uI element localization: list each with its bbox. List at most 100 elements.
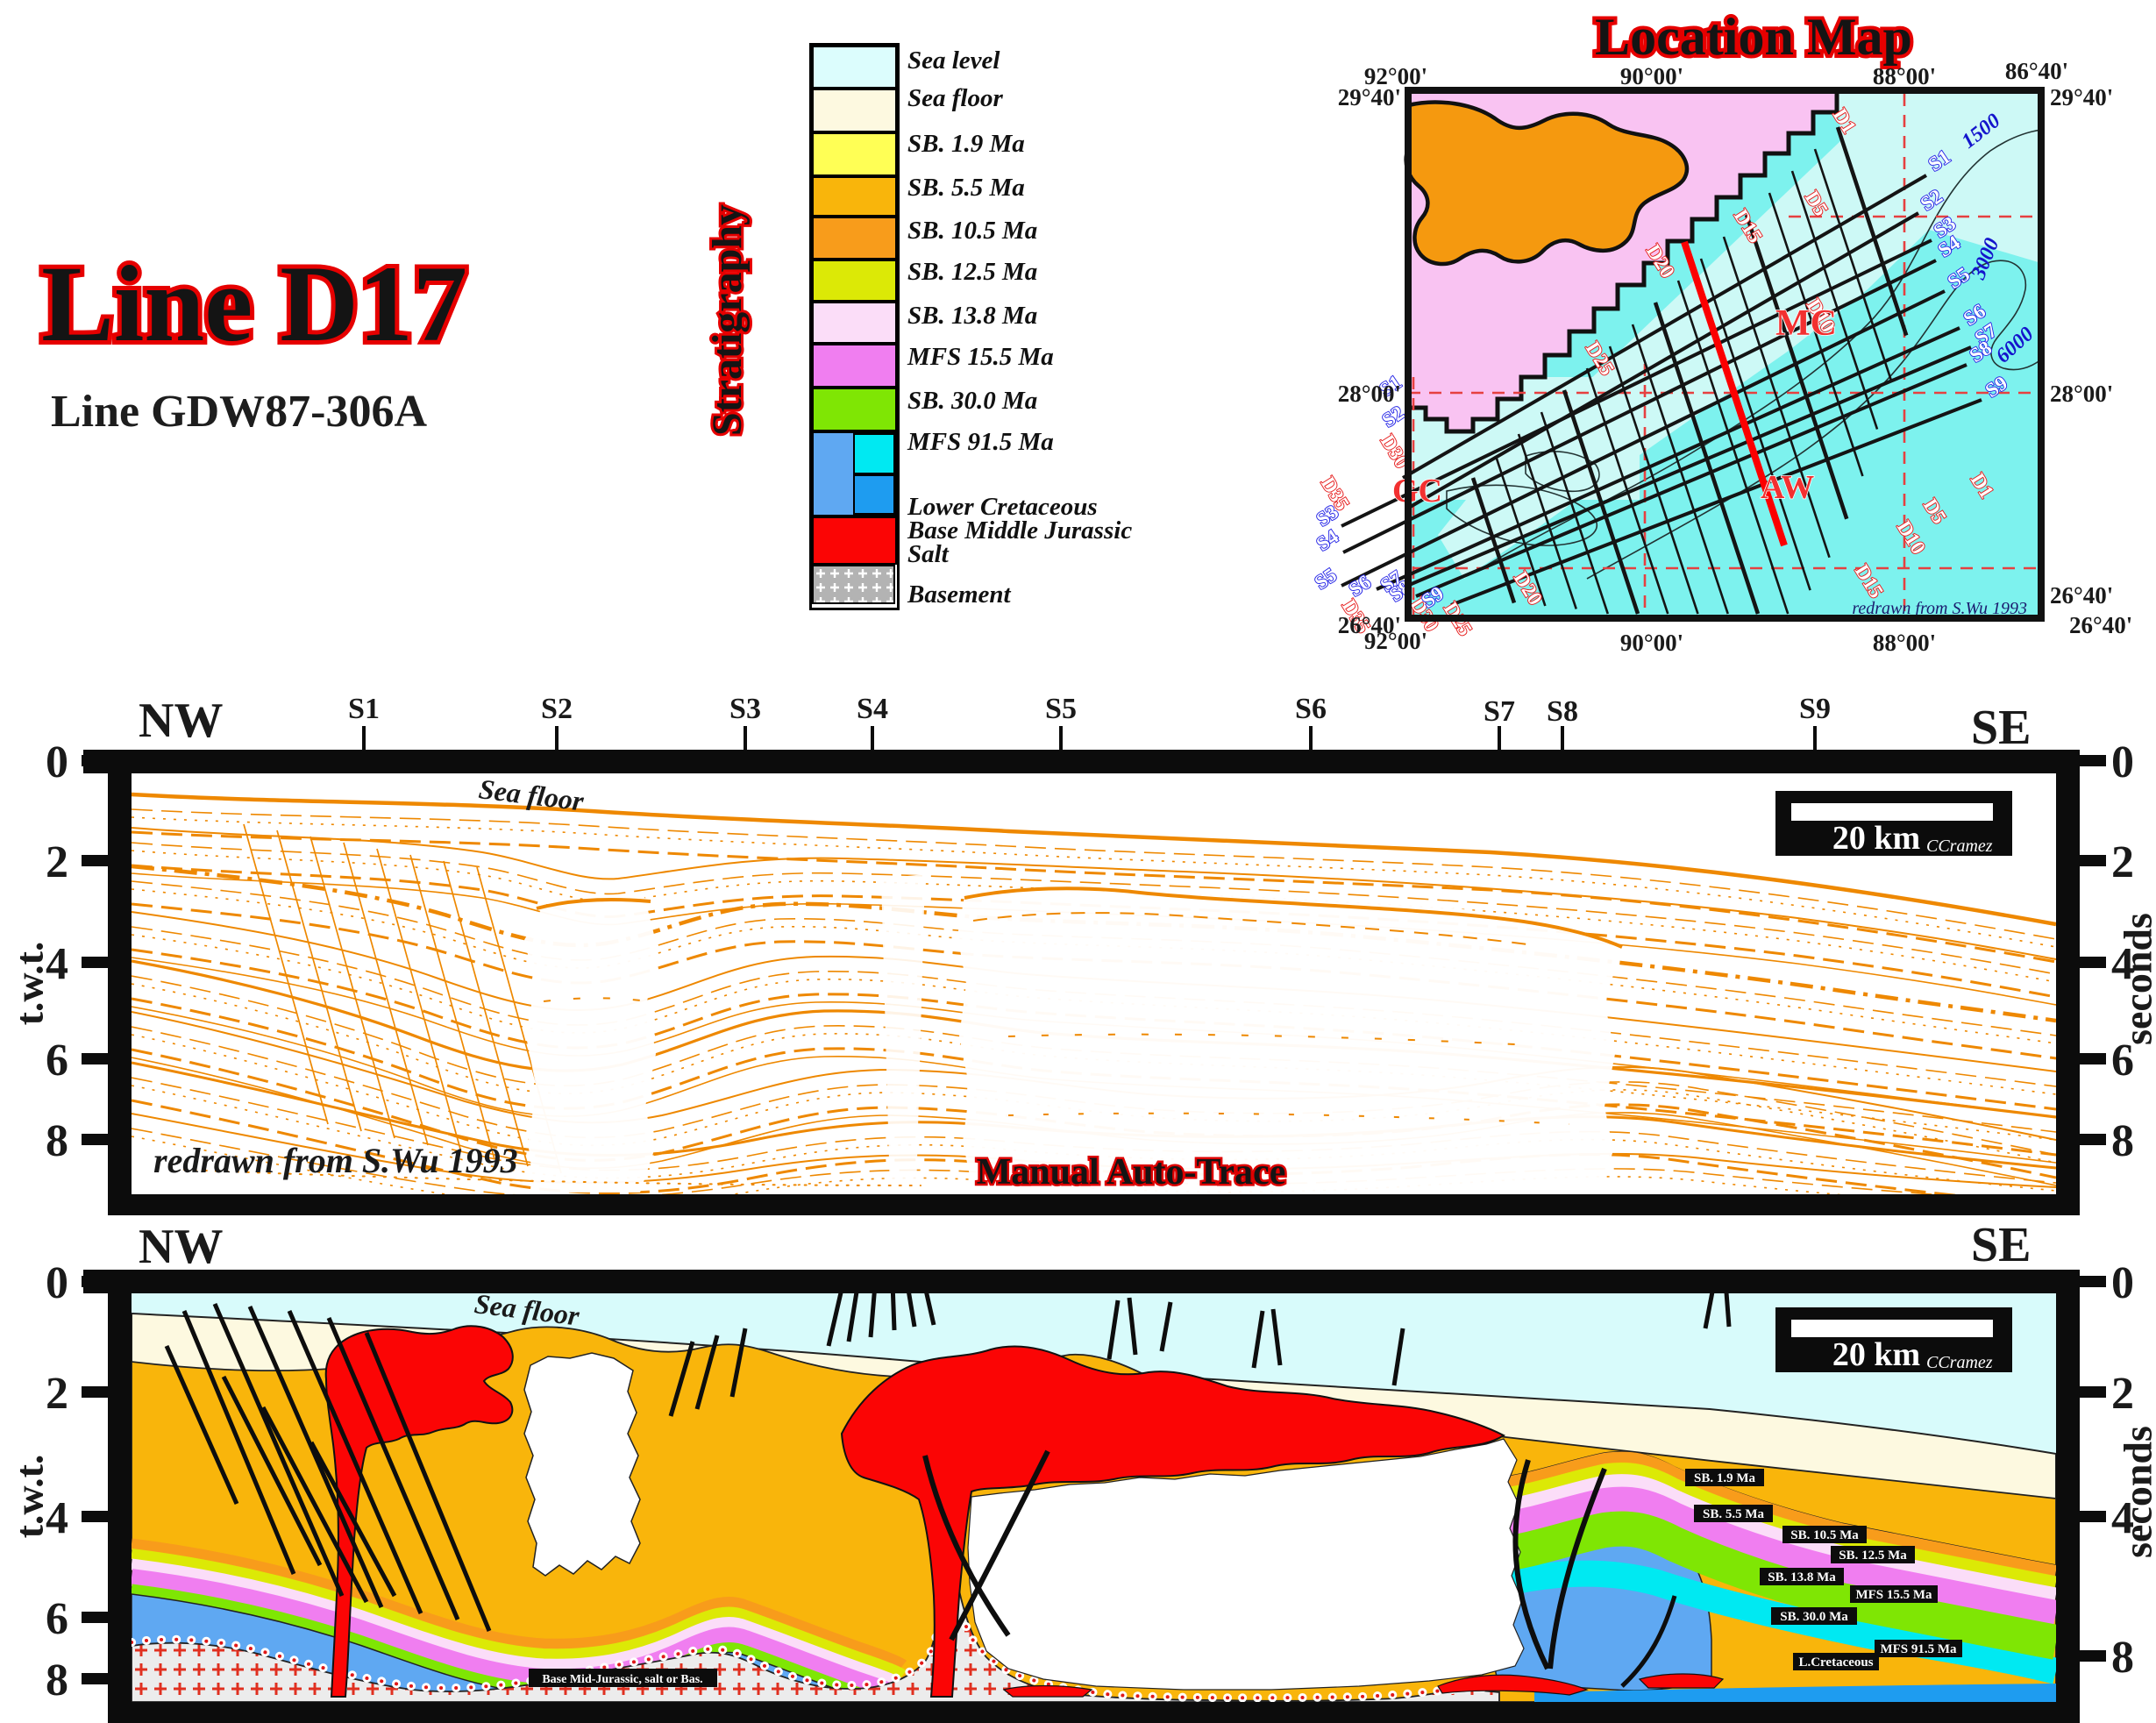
legend-swatch-mfs155 (812, 344, 897, 388)
section-horizon-labels: SB. 1.9 Ma SB. 5.5 Ma SB. 10.5 Ma SB. 12… (529, 1469, 1962, 1687)
legend-swatch-sb55 (812, 176, 897, 217)
section-se-label: SE (1971, 1218, 2031, 1272)
svg-text:29°40': 29°40' (2050, 84, 2113, 110)
svg-text:26°40': 26°40' (2069, 612, 2132, 638)
twt-tick: 8 (46, 1116, 68, 1166)
svg-text:GC: GC (1392, 473, 1442, 509)
section-faults (164, 1293, 1732, 1688)
svg-text:88°00': 88°00' (1873, 630, 1936, 656)
twt-tick: 2 (46, 837, 68, 887)
legend-label: MFS 15.5 Ma (907, 343, 1054, 371)
scale-credit: CCramez (1926, 837, 1993, 856)
svg-text:92°00': 92°00' (1364, 628, 1427, 654)
section-left-axis (108, 1270, 132, 1723)
section-basement-label: Base Mid-Jurassic, salt or Bas. (542, 1673, 702, 1686)
legend-swatch-sea-floor (812, 89, 897, 132)
main-title: Line D17 (37, 239, 472, 368)
legend-swatch-sb125 (812, 260, 897, 302)
station-label: S5 (1045, 693, 1077, 725)
seconds-tick: 4 (2111, 1493, 2134, 1543)
svg-text:SB. 30.0 Ma: SB. 30.0 Ma (1780, 1610, 1848, 1624)
legend-label: SB. 10.5 Ma (907, 217, 1038, 245)
svg-text:92°00': 92°00' (1364, 63, 1427, 89)
seismic-left-axis (108, 750, 132, 1215)
seismic-fault-lines (243, 823, 562, 1174)
stratigraphy-heading-text: Stratigraphy (704, 204, 751, 436)
legend-swatch-sb138 (812, 302, 897, 344)
svg-text:26°40': 26°40' (1338, 612, 1401, 638)
seismic-caption: Manual Auto-Trace (977, 1152, 1286, 1193)
seconds-tick: 2 (2111, 1369, 2134, 1419)
map-coordinates: 92°00' 90°00' 88°00' 86°40' 29°40' 28°00… (1338, 58, 2133, 656)
legend-label: Sea floor (907, 84, 1003, 112)
svg-text:SB. 12.5 Ma: SB. 12.5 Ma (1839, 1549, 1907, 1563)
legend-label: SB. 1.9 Ma (907, 130, 1025, 158)
salt-canopy (840, 1345, 1506, 1698)
location-map: Location Map (1310, 4, 2133, 656)
svg-text:90°00': 90°00' (1620, 630, 1683, 656)
section-axis-left-label: t.w.t. (6, 1454, 52, 1539)
seconds-tick: 2 (2111, 837, 2134, 887)
seismic-credit: redrawn from S.Wu 1993 (153, 1141, 518, 1180)
station-label: S7 (1484, 695, 1515, 728)
svg-text:MC: MC (1775, 303, 1837, 344)
legend-label: Base Middle Jurassic (907, 516, 1133, 545)
section-scale-bar: 20 km CCramez (1775, 1307, 2012, 1373)
map-highlight-line-d17 (1681, 240, 1788, 547)
svg-text:S6: S6 (1345, 571, 1375, 601)
seismic-axis-right-label: seconds (2115, 913, 2156, 1045)
seconds-tick: 4 (2111, 939, 2134, 989)
station-label: S6 (1295, 693, 1327, 725)
twt-tick: 0 (46, 1258, 68, 1308)
map-land-orange (1404, 100, 1690, 267)
seconds-tick: 8 (2111, 1116, 2134, 1166)
map-dip-lines (1470, 126, 1909, 615)
legend-swatch-sb300 (812, 388, 897, 431)
svg-text:28°00': 28°00' (2050, 381, 2113, 407)
legend-swatch-sb19 (812, 132, 897, 176)
location-map-title: Location Map (1595, 8, 1912, 66)
legend-label: SB. 5.5 Ma (907, 174, 1025, 202)
legend-swatch-sea-level (812, 46, 897, 89)
twt-tick: 4 (46, 939, 68, 989)
svg-text:AW: AW (1761, 469, 1814, 506)
stratigraphy-legend: Sea level Sea floor SB. 1.9 Ma SB. 5.5 M… (809, 43, 1221, 622)
svg-text:26°40': 26°40' (2050, 582, 2113, 609)
seismic-scale-bar: 20 km CCramez (1775, 791, 2012, 857)
station-label: S3 (729, 693, 761, 725)
legend-swatch-basement (812, 565, 895, 604)
seismic-bottom-frame (108, 1194, 2080, 1215)
legend-label: Sea level (907, 46, 1000, 75)
svg-text:S5: S5 (1311, 564, 1341, 594)
seconds-tick: 0 (2111, 1258, 2134, 1308)
seismic-axis-left-label: t.w.t. (6, 941, 52, 1026)
map-area-labels: MC AW GC (1391, 303, 1837, 510)
scale-credit: CCramez (1926, 1353, 1993, 1372)
twt-tick: 6 (46, 1594, 68, 1644)
svg-text:SB. 13.8 Ma: SB. 13.8 Ma (1768, 1570, 1836, 1584)
section-top-ruler (83, 1270, 2056, 1293)
section-nw-label: NW (139, 1220, 224, 1274)
legend-label: SB. 30.0 Ma (907, 387, 1038, 415)
station-label: S8 (1547, 695, 1578, 728)
svg-text:S4: S4 (1313, 525, 1343, 556)
sub-title: Line GDW87-306A (51, 387, 427, 437)
svg-text:SB. 10.5 Ma: SB. 10.5 Ma (1790, 1528, 1859, 1542)
svg-text:SB. 5.5 Ma: SB. 5.5 Ma (1703, 1507, 1765, 1521)
seismic-se-label: SE (1971, 701, 2031, 755)
seconds-tick: 6 (2111, 1036, 2134, 1086)
seismic-line-art: 20 km CCramez Sea floor redrawn from S.W… (132, 773, 2056, 1194)
map-frame (1405, 87, 2045, 622)
svg-text:88°00': 88°00' (1873, 63, 1936, 89)
seismic-right-axis (2056, 750, 2080, 1215)
station-label: S9 (1799, 693, 1831, 725)
twt-tick: 2 (46, 1369, 68, 1419)
seismic-nw-label: NW (139, 694, 224, 748)
svg-text:28°00': 28°00' (1338, 381, 1401, 407)
svg-text:86°40': 86°40' (2005, 58, 2068, 84)
section-bottom-frame (108, 1702, 2080, 1723)
stratigraphy-heading: Stratigraphy (701, 202, 753, 438)
twt-tick: 6 (46, 1036, 68, 1086)
map-credit: redrawn from S.Wu 1993 (1852, 599, 2027, 618)
